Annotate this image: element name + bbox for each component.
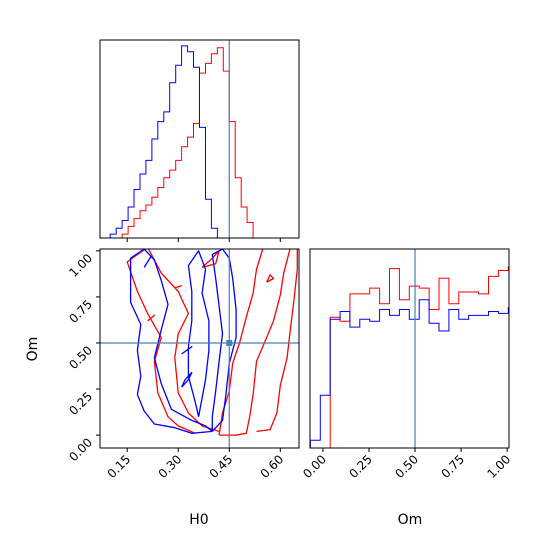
x-tick-label-h0: 0.15	[105, 452, 134, 481]
contour-line-4	[266, 274, 275, 283]
hist-h0-panel	[109, 40, 254, 238]
contour-line-0	[218, 249, 291, 436]
x-tick-label-h0: 0.45	[207, 452, 236, 481]
panel-frame-botLeft	[99, 248, 300, 449]
x-tick-label-om: 0.75	[438, 452, 467, 481]
y-axis-label-om: Om	[25, 337, 41, 362]
y-tick-label-om: 0.50	[66, 343, 95, 372]
truth-marker	[226, 339, 233, 346]
hist-om-series-1	[310, 299, 509, 448]
hist-h0-series-1	[109, 45, 254, 238]
y-tick-label-om: 0.00	[66, 435, 95, 464]
panel-frame-topLeft	[99, 39, 300, 239]
x-axis-label-om: Om	[398, 512, 423, 528]
x-tick-label-om: 0.00	[300, 452, 329, 481]
hist-om-panel	[310, 249, 509, 448]
contour-line-8	[129, 249, 213, 434]
contour-line-9	[187, 250, 210, 417]
panel-frame-botRight	[309, 248, 510, 449]
contour-line-7	[211, 249, 237, 432]
x-tick-label-om: 0.25	[346, 452, 375, 481]
x-tick-label-h0: 0.60	[258, 452, 287, 481]
contour-line-5	[174, 285, 183, 289]
contour-panel	[100, 249, 299, 448]
x-axis-label-h0: H0	[189, 512, 208, 528]
contour-line-3	[201, 250, 220, 269]
contour-line-10	[181, 371, 193, 388]
x-tick-label-om: 0.50	[392, 452, 421, 481]
contour-line-6	[147, 314, 156, 322]
contour-line-2	[126, 249, 220, 434]
contour-line-11	[143, 255, 152, 268]
hist-om-series-0	[310, 266, 509, 448]
contour-line-12	[181, 346, 193, 355]
contour-line-1	[256, 249, 298, 433]
y-tick-label-om: 0.25	[66, 389, 95, 418]
hist-h0-series-0	[110, 47, 254, 238]
y-tick-label-om: 0.75	[66, 297, 95, 326]
y-tick-label-om: 1.00	[66, 251, 95, 280]
x-tick-label-h0: 0.30	[156, 452, 185, 481]
x-tick-label-om: 1.00	[484, 452, 513, 481]
